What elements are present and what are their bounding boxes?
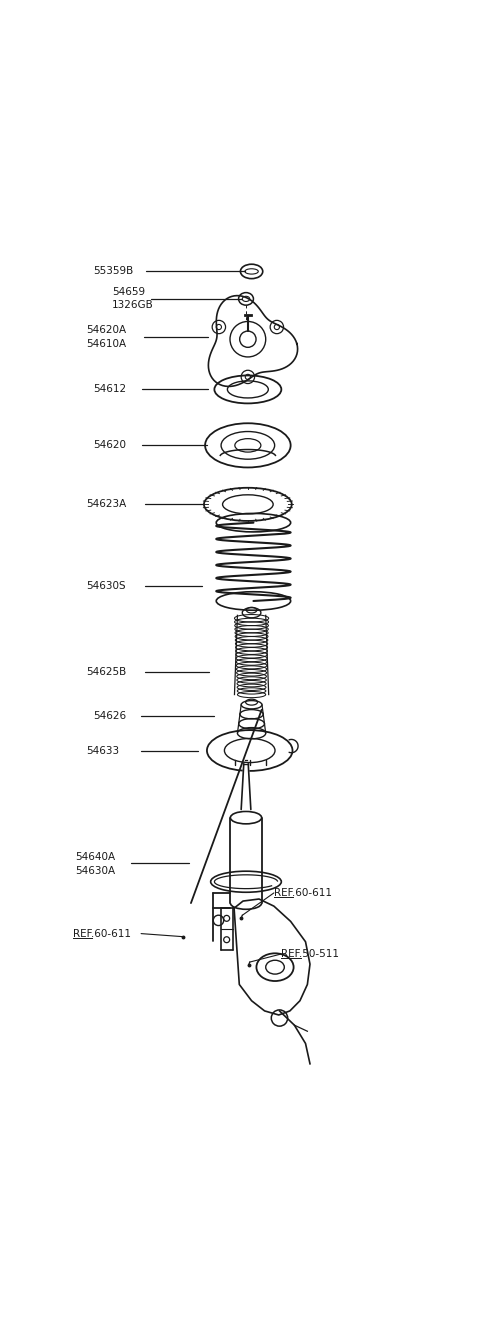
Text: 54630S: 54630S [86, 581, 126, 590]
Text: 54640A: 54640A [75, 852, 115, 863]
Text: 54633: 54633 [86, 745, 119, 756]
Text: 54623A: 54623A [86, 499, 126, 510]
Text: 54659: 54659 [112, 287, 145, 297]
Text: 1326GB: 1326GB [112, 300, 154, 310]
Text: REF.60-611: REF.60-611 [274, 888, 332, 898]
Polygon shape [241, 764, 251, 810]
Text: 54610A: 54610A [86, 338, 126, 349]
Text: 54630A: 54630A [75, 865, 115, 876]
Text: REF.60-611: REF.60-611 [73, 929, 131, 939]
Text: 54625B: 54625B [86, 667, 126, 678]
Text: 54612: 54612 [94, 384, 127, 395]
Text: REF.50-511: REF.50-511 [281, 948, 339, 959]
Text: 54620: 54620 [94, 440, 126, 450]
Text: 54620A: 54620A [86, 325, 126, 336]
Text: 54626: 54626 [94, 711, 127, 721]
Text: 55359B: 55359B [94, 267, 134, 276]
